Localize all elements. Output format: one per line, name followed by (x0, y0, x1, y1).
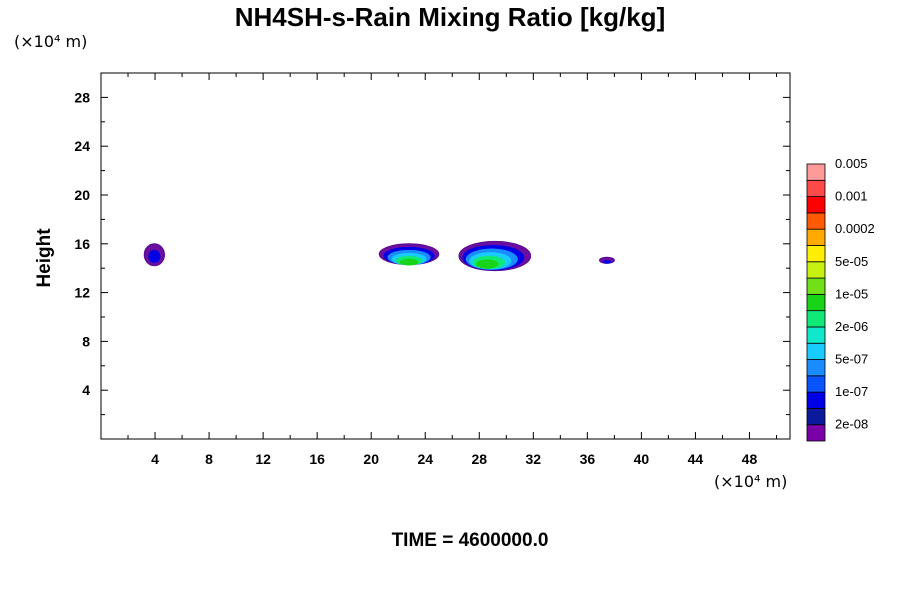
field-region-layer (475, 259, 499, 269)
colorbar-label: 0.001 (835, 189, 868, 204)
x-tick-label: 8 (205, 451, 213, 467)
colorbar-label: 2e-06 (835, 319, 868, 334)
x-tick-label: 28 (471, 451, 487, 467)
colorbar: 2e-08 1e-07 5e-07 2e-06 1e-05 5e-05 0.0002 0.00… (806, 156, 875, 442)
colorbar-swatch (806, 179, 826, 197)
x-tick-label: 44 (688, 451, 704, 467)
x-tick-label: 40 (634, 451, 650, 467)
x-axis: 4 8 12 16 20 24 28 32 36 40 44 48 (127, 73, 777, 467)
y-tick-label: 24 (74, 138, 90, 154)
x-tick-label: 36 (580, 451, 596, 467)
colorbar-swatch (806, 310, 826, 328)
y-tick-label: 12 (74, 285, 90, 301)
colorbar-swatch (806, 408, 826, 426)
x-tick-label: 4 (151, 451, 159, 467)
colorbar-swatch (806, 212, 826, 230)
colorbar-label: 0.0002 (835, 221, 875, 236)
colorbar-label: 2e-08 (835, 417, 868, 432)
colorbar-swatch (806, 342, 826, 360)
colorbar-swatch (806, 277, 826, 295)
x-axis-unit: (×10⁴ m) (714, 472, 788, 491)
y-axis-unit: (×10⁴ m) (14, 32, 88, 51)
y-axis: 4 8 12 16 20 24 28 (74, 72, 790, 416)
colorbar-label: 5e-05 (835, 254, 868, 269)
colorbar-label: 1e-07 (835, 384, 868, 399)
colorbar-swatch (806, 228, 826, 246)
colorbar-swatch (806, 261, 826, 279)
colorbar-swatch (806, 293, 826, 312)
colorbar-label: 1e-05 (835, 286, 868, 301)
x-tick-label: 24 (417, 451, 433, 467)
plot-frame (100, 72, 791, 440)
x-tick-label: 32 (526, 451, 542, 467)
colorbar-swatch (806, 326, 826, 344)
x-tick-label: 20 (363, 451, 379, 467)
field-region-layer (399, 258, 419, 266)
mixing-ratio-field (143, 240, 615, 272)
colorbar-swatch (806, 375, 826, 393)
y-tick-label: 4 (82, 382, 90, 398)
colorbar-swatch (806, 424, 826, 442)
colorbar-label: 5e-07 (835, 352, 868, 367)
field-region-layer (148, 249, 161, 263)
x-tick-label: 12 (255, 451, 271, 467)
y-axis-label: Height (34, 228, 55, 288)
colorbar-label: 0.005 (835, 156, 868, 171)
colorbar-swatch (806, 196, 826, 214)
colorbar-swatch (806, 245, 826, 263)
field-region-layer (602, 260, 612, 264)
colorbar-swatch (806, 163, 826, 181)
colorbar-swatch (806, 391, 826, 409)
x-tick-label: 16 (309, 451, 325, 467)
time-label: TIME = 4600000.0 (391, 530, 549, 551)
y-tick-label: 16 (74, 236, 90, 252)
colorbar-swatch (806, 359, 826, 377)
x-tick-label: 48 (742, 451, 758, 467)
y-tick-label: 8 (82, 333, 90, 349)
y-tick-label: 28 (74, 89, 90, 105)
chart-title: NH4SH-s-Rain Mixing Ratio [kg/kg] (234, 2, 666, 32)
y-tick-label: 20 (74, 187, 90, 203)
